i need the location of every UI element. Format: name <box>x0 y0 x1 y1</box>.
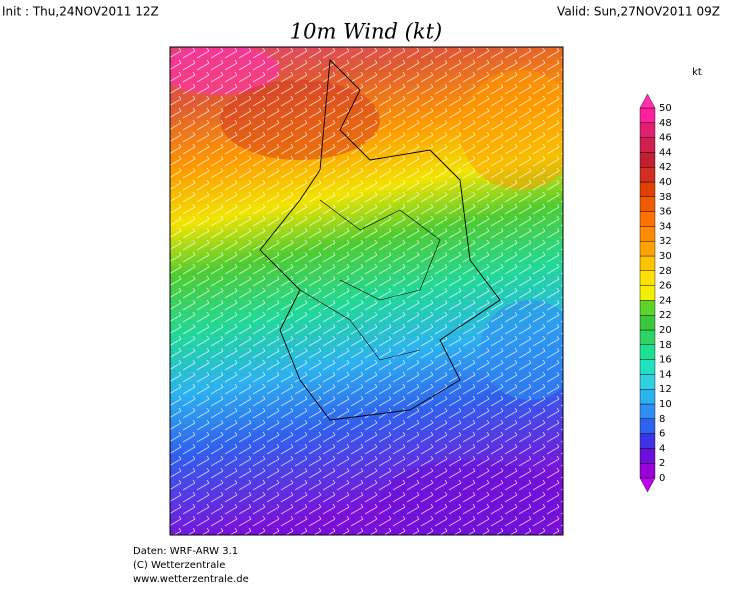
colorbar-box <box>639 166 656 183</box>
colorbar-box <box>639 315 656 331</box>
colorbar-box <box>639 122 656 138</box>
colorbar-label: 32 <box>659 236 672 247</box>
colorbar-box <box>639 255 656 272</box>
colorbar-box <box>639 137 656 153</box>
colorbar-box <box>639 418 656 434</box>
colorbar-box <box>639 240 656 257</box>
colorbar-label: 44 <box>659 147 672 158</box>
colorbar-box <box>639 211 656 227</box>
colorbar-box <box>639 344 656 360</box>
colorbar-box <box>639 374 656 390</box>
colorbar-label: 24 <box>659 295 672 306</box>
colorbar-box <box>639 329 656 346</box>
colorbar-box <box>639 226 656 242</box>
colorbar-label: 40 <box>659 177 672 188</box>
init-time: Init : Thu,24NOV2011 12Z <box>2 5 159 19</box>
colorbar-label: 28 <box>659 266 672 277</box>
colorbar-label: 34 <box>659 221 672 232</box>
colorbar-low-arrow <box>639 477 656 493</box>
colorbar-label: 38 <box>659 192 672 203</box>
colorbar-unit: kt <box>692 67 702 78</box>
colorbar-high-arrow <box>639 93 656 109</box>
colorbar-box <box>639 300 656 316</box>
colorbar-box <box>639 403 656 420</box>
colorbar-box <box>639 448 656 464</box>
colorbar-box <box>639 196 656 212</box>
colorbar-label: 22 <box>659 310 672 321</box>
colorbar-box <box>639 181 656 198</box>
colorbar-label: 26 <box>659 281 672 292</box>
colorbar-label: 14 <box>659 369 672 380</box>
colorbar-label: 50 <box>659 103 672 114</box>
footer-line: (C) Wetterzentrale <box>133 560 225 571</box>
colorbar-label: 42 <box>659 162 672 173</box>
map-title: 10m Wind (kt) <box>290 20 442 44</box>
colorbar-label: 8 <box>659 414 665 425</box>
colorbar-label: 46 <box>659 133 672 144</box>
colorbar-label: 36 <box>659 207 672 218</box>
colorbar-box <box>639 389 656 405</box>
colorbar-box <box>639 270 656 286</box>
colorbar-box <box>639 285 656 301</box>
colorbar-box <box>639 463 656 479</box>
colorbar-label: 48 <box>659 118 672 129</box>
colorbar-box <box>639 152 656 168</box>
map-field <box>170 47 563 535</box>
colorbar-label: 30 <box>659 251 672 262</box>
colorbar-label: 4 <box>659 443 665 454</box>
colorbar-label: 10 <box>659 399 672 410</box>
footer-line: Daten: WRF-ARW 3.1 <box>133 546 238 557</box>
colorbar-label: 20 <box>659 325 672 336</box>
colorbar-label: 6 <box>659 429 665 440</box>
colorbar-label: 2 <box>659 458 665 469</box>
colorbar-box <box>639 433 656 449</box>
colorbar: 0246810121416182022242628303234363840424… <box>639 93 672 493</box>
map-frame <box>169 46 564 536</box>
colorbar-box <box>639 359 656 375</box>
colorbar-label: 12 <box>659 384 672 395</box>
colorbar-label: 16 <box>659 355 672 366</box>
colorbar-label: 18 <box>659 340 672 351</box>
footer-line: www.wetterzentrale.de <box>133 574 249 585</box>
colorbar-box <box>639 107 656 124</box>
colorbar-label: 0 <box>659 473 665 484</box>
valid-time: Valid: Sun,27NOV2011 09Z <box>557 5 720 19</box>
